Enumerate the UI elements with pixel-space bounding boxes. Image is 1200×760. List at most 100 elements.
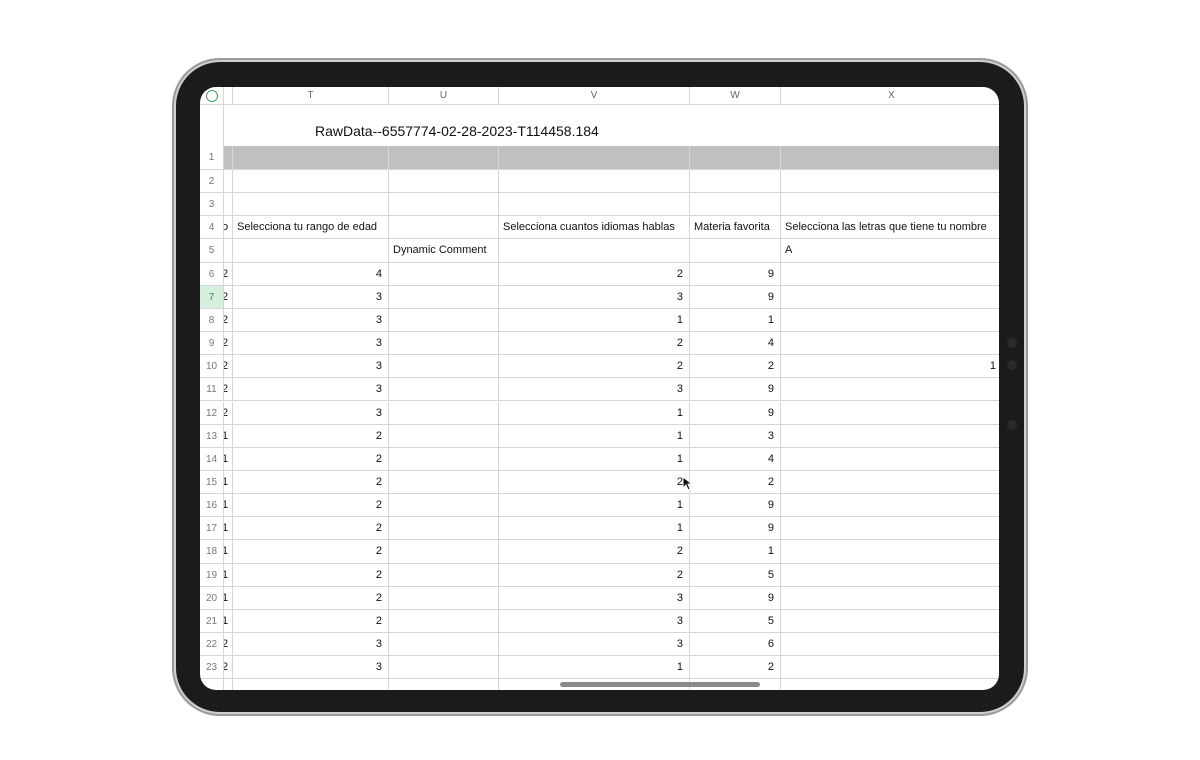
- cell: 1: [224, 586, 233, 610]
- row-number: 3: [200, 193, 224, 217]
- cell: [389, 656, 499, 680]
- cell: [690, 146, 781, 170]
- cell: 3: [499, 586, 690, 610]
- cell: 2: [233, 540, 389, 564]
- row-number: 10: [200, 355, 224, 379]
- row-number: 21: [200, 609, 224, 633]
- cell: Selecciona las letras que tiene tu nombr…: [781, 216, 999, 240]
- cell: 1: [499, 517, 690, 541]
- cell: [781, 656, 999, 680]
- cell: 5: [690, 563, 781, 587]
- cell: [389, 494, 499, 518]
- row-number: 8: [200, 308, 224, 333]
- sheet-title: RawData--6557774-02-28-2023-T114458.184: [315, 123, 599, 139]
- cell: [499, 170, 690, 194]
- cell: [233, 146, 389, 170]
- cell: 1: [224, 494, 233, 518]
- cell: Materia favorita: [690, 216, 781, 240]
- cell: 4: [690, 447, 781, 471]
- row-number: 18: [200, 540, 224, 564]
- cell: [389, 216, 499, 240]
- cell: 1: [224, 540, 233, 564]
- cell: [499, 146, 690, 170]
- cell: 2: [224, 656, 233, 680]
- row-number: 2: [200, 170, 224, 194]
- cell: [389, 378, 499, 402]
- cell: [781, 193, 999, 217]
- cell: [781, 517, 999, 541]
- cell: 2: [499, 262, 690, 286]
- cell: [781, 471, 999, 495]
- cell: 6: [690, 633, 781, 657]
- cell: 3: [233, 633, 389, 657]
- row-number: 16: [200, 494, 224, 518]
- cell: [389, 540, 499, 564]
- cell: 9: [690, 494, 781, 518]
- cell: 2: [233, 494, 389, 518]
- cell: 1: [224, 470, 233, 495]
- cell: [389, 308, 499, 333]
- cell: [389, 609, 499, 633]
- cell: 1: [499, 401, 690, 425]
- cell: [781, 146, 999, 170]
- column-header: W: [690, 87, 781, 105]
- cell: [389, 470, 499, 495]
- cell: [224, 239, 233, 263]
- cell: 2: [224, 633, 233, 657]
- scroll-indicator: [560, 682, 760, 687]
- side-button: [1007, 420, 1017, 430]
- cell: [690, 193, 781, 217]
- cell: [499, 193, 690, 217]
- cell: [389, 285, 499, 309]
- cell: [389, 262, 499, 286]
- cell: 1: [499, 656, 690, 680]
- cell: 5: [690, 609, 781, 633]
- cell: [781, 286, 999, 309]
- cell: [389, 355, 499, 379]
- cell: 3: [233, 378, 389, 402]
- cell: 2: [499, 470, 690, 495]
- cell: [781, 263, 999, 286]
- row-number: 13: [200, 424, 224, 448]
- cell: 9: [690, 262, 781, 286]
- cell: [781, 448, 999, 471]
- cell: [781, 679, 999, 690]
- cell: Selecciona cuantos idiomas hablas: [499, 216, 690, 240]
- cell: 9: [690, 378, 781, 402]
- row-number: 9: [200, 332, 224, 356]
- select-all[interactable]: [200, 87, 224, 105]
- row-number: 14: [200, 447, 224, 471]
- cell: 2: [690, 470, 781, 495]
- cell: 2: [233, 586, 389, 610]
- cell: 2: [224, 401, 233, 425]
- cell: [389, 633, 499, 657]
- cell: [389, 517, 499, 541]
- cell: 3: [690, 424, 781, 448]
- row-number: [200, 679, 224, 690]
- cell: 2: [499, 332, 690, 356]
- cell: [690, 679, 781, 690]
- cell: 3: [499, 378, 690, 402]
- cell: Selecciona tu rango de edad: [233, 216, 389, 240]
- cell: 2: [233, 517, 389, 541]
- cell: [224, 679, 233, 690]
- cell: o: [224, 216, 233, 240]
- spreadsheet-screen: 2132236332225321219321205221191221189121…: [200, 87, 999, 690]
- cell: [781, 425, 999, 448]
- column-header: T: [233, 87, 389, 105]
- cell: [389, 332, 499, 356]
- cell: 2: [690, 656, 781, 680]
- cell: 2: [224, 355, 233, 379]
- cell: 9: [690, 401, 781, 425]
- cell: 1: [224, 563, 233, 587]
- cell: 3: [233, 332, 389, 356]
- cell: [389, 193, 499, 217]
- cell: [781, 332, 999, 356]
- cell: 2: [224, 332, 233, 356]
- cell: 3: [233, 656, 389, 680]
- cell: 2: [224, 285, 233, 309]
- cell: [499, 239, 690, 263]
- row-number: 6: [200, 262, 224, 286]
- cell: 2: [499, 563, 690, 587]
